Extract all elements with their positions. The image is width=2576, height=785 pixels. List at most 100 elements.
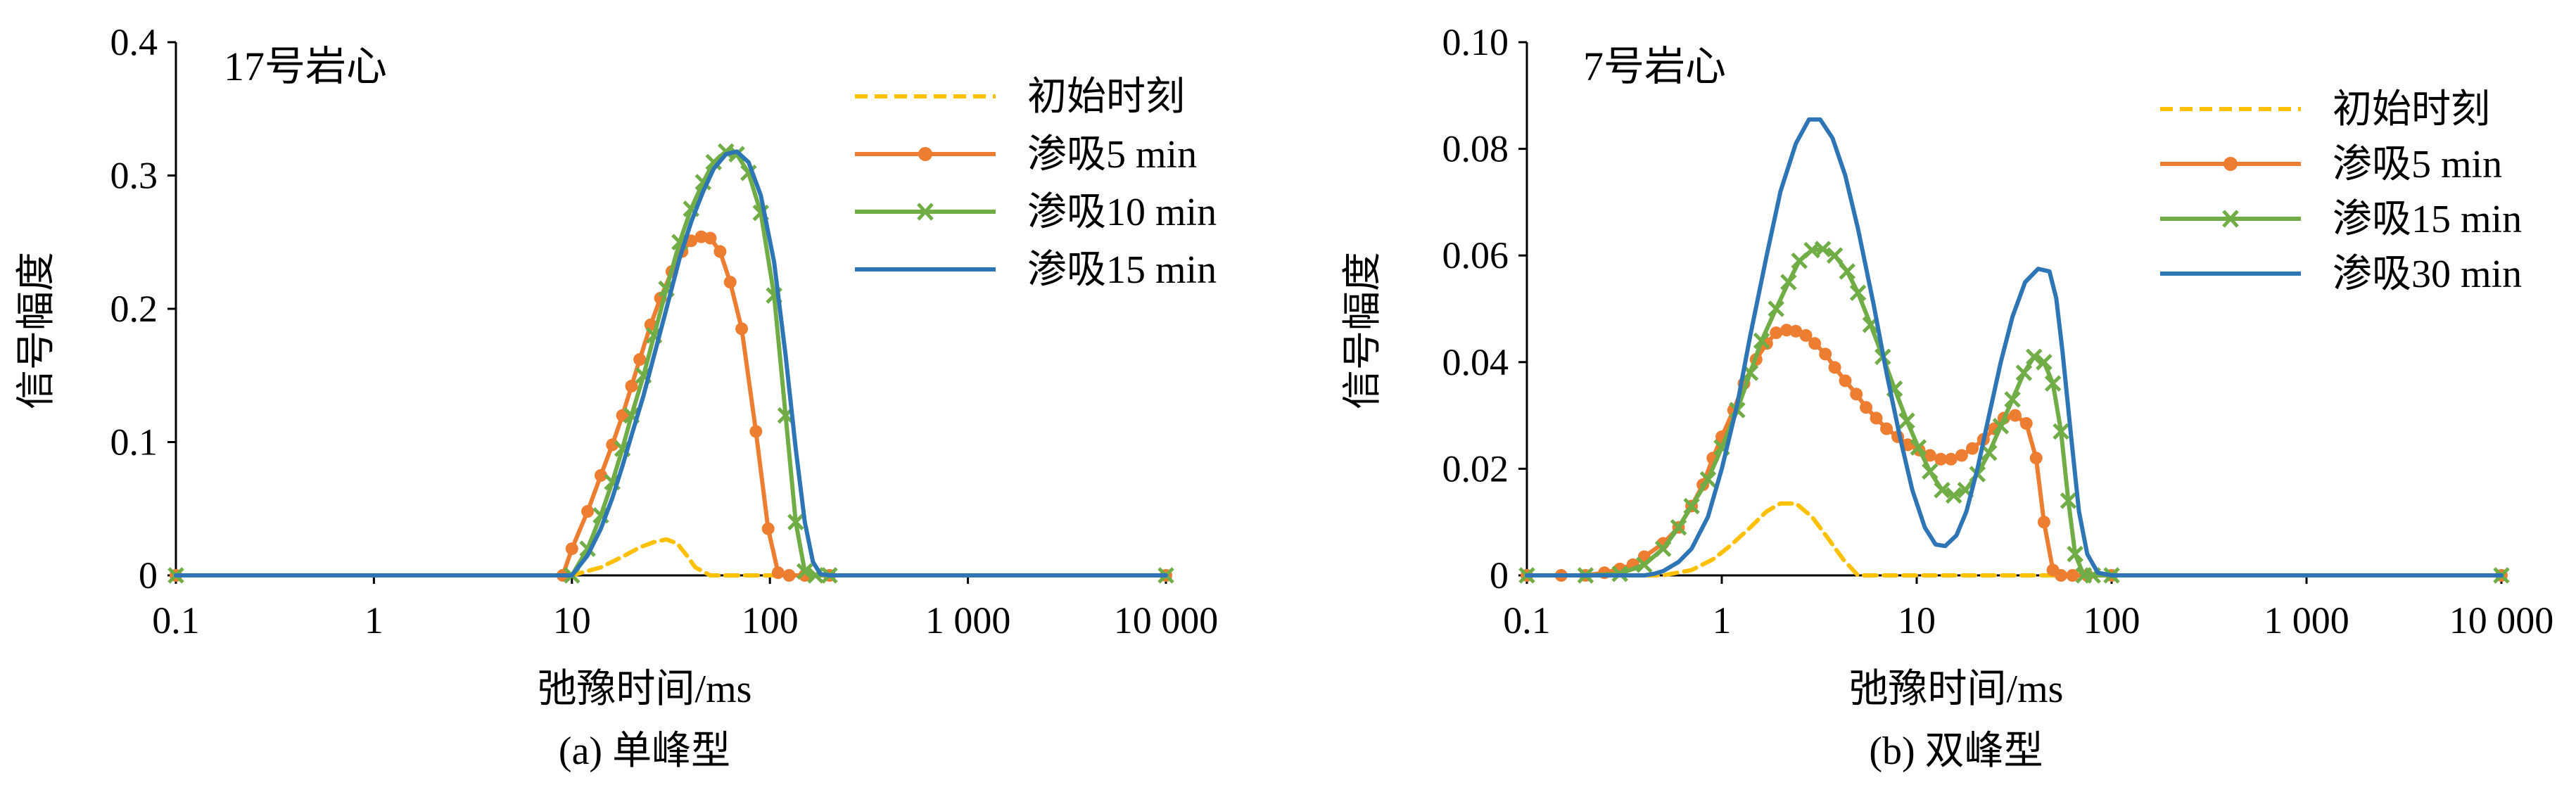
data-point xyxy=(2044,375,2062,392)
x-tick-label: 1 xyxy=(364,599,383,642)
legend-label: 渗吸30 min xyxy=(2333,253,2522,296)
data-point xyxy=(1944,452,1958,466)
data-point xyxy=(761,522,775,535)
data-point xyxy=(1992,417,2010,435)
data-point xyxy=(2008,409,2022,422)
data-point xyxy=(1819,347,1832,361)
legend-label: 渗吸5 min xyxy=(2333,143,2502,186)
data-point xyxy=(787,513,804,530)
data-point xyxy=(1670,519,1687,536)
data-point xyxy=(2036,354,2052,371)
data-point xyxy=(723,276,737,289)
data-point xyxy=(1814,241,1832,257)
y-tick-label: 0.04 xyxy=(1442,341,1509,383)
data-point xyxy=(1789,324,1803,338)
data-point xyxy=(625,379,638,392)
data-point xyxy=(796,563,813,580)
chart-panel-b: 7号岩心 弛豫时间/ms 信号幅度 (b) 双峰型 0 0.02 0.04 0.06 0… xyxy=(1341,21,2553,773)
chart-panel-a: 17号岩心 弛豫时间/ms 信号幅度 (a) 单峰型 00.10.20.30.4… xyxy=(15,21,1218,773)
data-point xyxy=(1683,497,1700,515)
data-point xyxy=(2060,492,2077,509)
legend-marker xyxy=(2223,157,2238,171)
data-point xyxy=(1770,326,1783,340)
caption: (a) 单峰型 xyxy=(559,729,730,773)
panel-title: 7号岩心 xyxy=(1583,44,1726,89)
data-point xyxy=(1808,337,1822,350)
legend-marker xyxy=(917,203,934,221)
panel-title: 17号岩心 xyxy=(224,44,387,89)
data-point xyxy=(1955,449,1968,462)
x-tick-label: 10 000 xyxy=(2449,599,2554,642)
x-axis-title: 弛豫时间/ms xyxy=(538,668,752,711)
data-point xyxy=(1870,411,1883,425)
data-point xyxy=(1654,540,1672,557)
data-point xyxy=(1945,487,1962,504)
data-point xyxy=(2052,423,2069,440)
data-point xyxy=(581,505,595,518)
series-line xyxy=(1525,117,2504,577)
legend-label: 渗吸5 min xyxy=(1027,133,1197,177)
data-point xyxy=(782,569,796,582)
data-point xyxy=(1880,422,1893,435)
y-tick-label: 0 xyxy=(1490,554,1509,596)
data-point xyxy=(1699,471,1717,488)
x-tick-label: 10 xyxy=(553,599,591,642)
data-point xyxy=(2067,545,2083,563)
data-point xyxy=(2066,569,2079,582)
data-point xyxy=(749,425,763,438)
data-point xyxy=(713,245,727,258)
data-point xyxy=(633,353,647,366)
data-point xyxy=(2019,416,2033,430)
data-point xyxy=(1780,274,1797,291)
y-tick-label: 0.2 xyxy=(110,288,158,330)
x-axis-title: 弛豫时间/ms xyxy=(1849,668,2064,711)
series-line xyxy=(174,149,1168,577)
data-point xyxy=(594,468,607,482)
legend-marker xyxy=(2222,210,2239,228)
x-tick-label: 1 xyxy=(1713,599,1732,642)
data-point xyxy=(1934,452,1948,466)
data-point xyxy=(1826,247,1844,264)
data-point xyxy=(771,566,785,580)
data-point xyxy=(1828,361,1841,374)
series-line xyxy=(174,149,1168,577)
data-point xyxy=(1839,263,1856,280)
data-point xyxy=(606,438,619,452)
data-point xyxy=(1922,463,1939,480)
legend-label: 初始时刻 xyxy=(1027,75,1185,119)
y-tick-label: 0 xyxy=(139,554,158,596)
series-line xyxy=(174,537,1168,577)
y-tick-label: 0.10 xyxy=(1442,21,1509,63)
data-point xyxy=(1966,442,1979,455)
data-point xyxy=(1780,324,1794,337)
data-point xyxy=(1753,332,1770,350)
y-tick-label: 0.08 xyxy=(1442,128,1509,170)
data-point xyxy=(2004,391,2021,408)
series-line xyxy=(1525,501,2504,577)
y-tick-label: 0.02 xyxy=(1442,447,1509,490)
legend-label: 渗吸15 min xyxy=(1027,248,1217,292)
data-point xyxy=(1910,439,1927,456)
data-point xyxy=(2037,516,2050,529)
x-tick-label: 1 000 xyxy=(925,599,1011,642)
caption: (b) 双峰型 xyxy=(1869,729,2043,773)
x-tick-label: 10 xyxy=(1898,599,1936,642)
x-tick-label: 10 000 xyxy=(1114,599,1219,642)
data-point xyxy=(616,409,629,422)
data-point xyxy=(2029,452,2043,465)
y-axis-title: 信号幅度 xyxy=(1341,252,1385,409)
x-tick-label: 100 xyxy=(2083,599,2140,642)
x-tick-label: 0.1 xyxy=(1503,599,1551,642)
data-point xyxy=(565,542,578,556)
data-point xyxy=(1799,328,1813,342)
data-point xyxy=(2055,569,2068,582)
y-axis-title: 信号幅度 xyxy=(15,252,58,409)
data-point xyxy=(1860,401,1873,414)
data-point xyxy=(1898,412,1915,429)
x-tick-label: 0.1 xyxy=(152,599,200,642)
x-tick-label: 1 000 xyxy=(2264,599,2349,642)
data-point xyxy=(735,322,749,336)
data-point xyxy=(1981,444,1998,461)
legend-marker xyxy=(918,147,932,161)
